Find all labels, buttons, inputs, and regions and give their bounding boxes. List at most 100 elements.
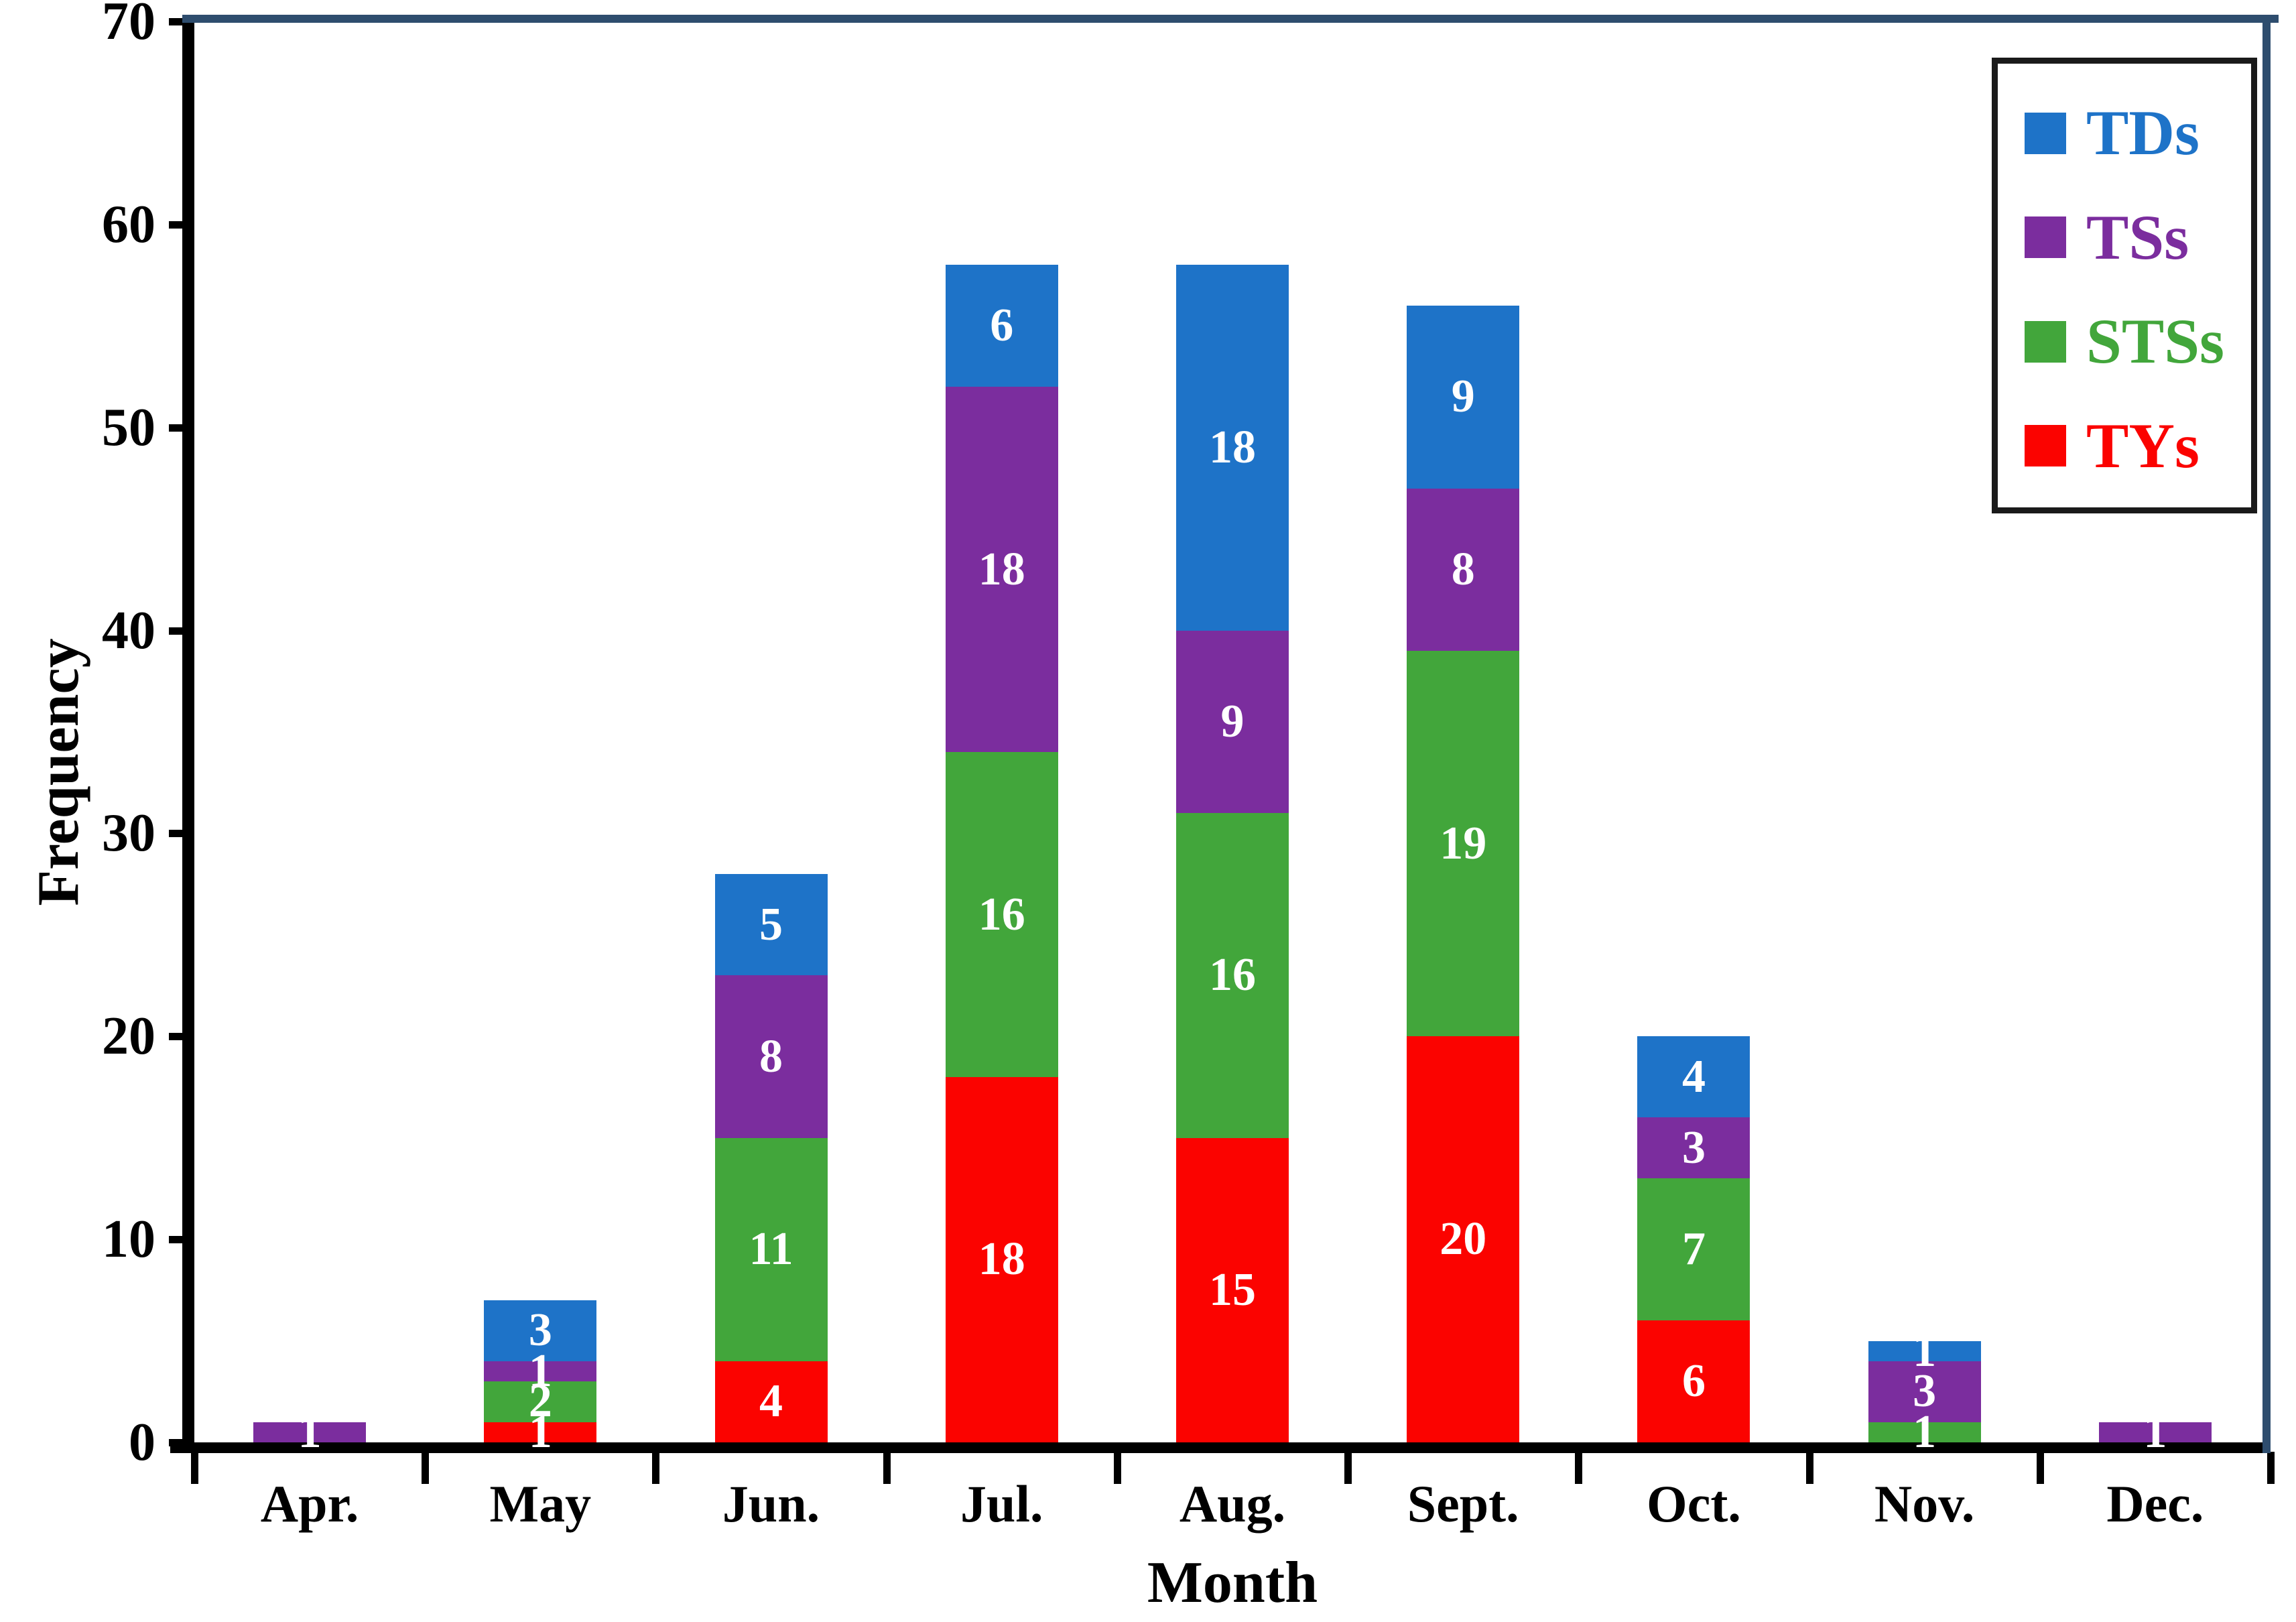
bar-value-label: 6 [990, 300, 1014, 352]
bar-value-label: 3 [1681, 1121, 1706, 1174]
y-tick-label-30: 30 [102, 804, 155, 863]
bar-segment-TSs [1637, 1117, 1750, 1179]
bar-value-label: 9 [1220, 695, 1245, 747]
bar-value-label: 1 [1913, 1406, 1937, 1458]
bar-segment-TDs [1176, 265, 1289, 631]
bar-segment-TSs [1868, 1361, 1981, 1422]
bar-segment-TSs [1176, 630, 1289, 814]
bar-segment-TSs [484, 1361, 597, 1382]
bar-value-label: 1 [528, 1345, 552, 1397]
y-axis-title: Frequency [26, 638, 91, 906]
plot-right-border [2262, 15, 2271, 1453]
bar-value-label: 18 [978, 543, 1025, 595]
legend-label: STSs [2086, 306, 2225, 377]
bar-segment-TSs [253, 1422, 367, 1442]
x-category-label: Dec. [2106, 1475, 2204, 1533]
bar-segment-TSs [714, 975, 828, 1138]
x-tick-8 [2036, 1452, 2044, 1484]
bar-value-label: 4 [759, 1375, 783, 1428]
x-category-label: May [489, 1475, 592, 1533]
bar-segment-TSs [2098, 1422, 2212, 1442]
y-tick-50 [169, 424, 194, 432]
bar-segment-TDs [1868, 1340, 1981, 1361]
bar-segment-TDs [1637, 1036, 1750, 1118]
legend: TDs TSs STSs TYs [1992, 58, 2257, 513]
x-tick-1 [422, 1452, 430, 1484]
bar-value-label: 8 [1451, 543, 1475, 595]
bar-segment-TDs [484, 1300, 597, 1361]
bar-value-label: 4 [1681, 1050, 1706, 1103]
bar-value-label: 7 [1681, 1223, 1706, 1275]
bar-value-label: 18 [1209, 422, 1256, 473]
bar-value-label: 18 [978, 1233, 1025, 1286]
x-category-label: Aug. [1179, 1475, 1286, 1533]
x-category-label: Jun. [722, 1475, 820, 1533]
legend-label: TYs [2086, 410, 2199, 481]
legend-item-TYs: TYs [2025, 414, 2251, 478]
bar-segment-STSs [945, 752, 1058, 1077]
y-tick-70 [169, 18, 194, 25]
bar-segment-TYs [1637, 1320, 1750, 1442]
bar-value-label: 1 [2143, 1406, 2167, 1458]
bar-segment-TYs [1176, 1137, 1289, 1442]
x-category-label: Oct. [1647, 1475, 1741, 1533]
bar-value-label: 1 [528, 1406, 552, 1458]
y-tick-label-20: 20 [102, 1007, 155, 1066]
x-category-label: Sept. [1407, 1475, 1519, 1533]
bar-segment-TSs [945, 387, 1058, 753]
y-tick-30 [169, 830, 194, 838]
bar-value-label: 3 [528, 1304, 552, 1357]
y-tick-label-10: 10 [102, 1210, 155, 1269]
bar-segment-STSs [1637, 1178, 1750, 1321]
bar-value-label: 11 [749, 1223, 793, 1275]
y-tick-label-50: 50 [102, 397, 155, 457]
legend-swatch-icon [2025, 216, 2066, 259]
bar-segment-TDs [714, 874, 828, 976]
x-category-label: Nov. [1874, 1475, 1975, 1533]
bar-value-label: 1 [1913, 1324, 1937, 1377]
y-axis-line [182, 16, 194, 1453]
x-tick-4 [1113, 1452, 1121, 1484]
bar-value-label: 1 [298, 1406, 322, 1458]
bar-value-label: 2 [528, 1375, 552, 1428]
y-tick-label-60: 60 [102, 194, 155, 254]
bar-segment-STSs [1868, 1422, 1981, 1442]
y-tick-label-40: 40 [102, 601, 155, 660]
y-tick-0 [169, 1439, 194, 1446]
bar-segment-TSs [1407, 488, 1520, 651]
y-tick-label-0: 0 [129, 1413, 155, 1472]
plot-top-border [182, 15, 2279, 23]
bar-segment-TDs [1407, 306, 1520, 489]
bar-segment-STSs [1176, 813, 1289, 1138]
bar-value-label: 16 [1209, 949, 1256, 1001]
bar-segment-STSs [714, 1137, 828, 1361]
bar-value-label: 15 [1209, 1263, 1256, 1316]
x-tick-0 [191, 1452, 198, 1484]
bar-segment-STSs [1407, 650, 1520, 1037]
legend-item-TSs: TSs [2025, 201, 2251, 273]
legend-item-TDs: TDs [2025, 101, 2251, 165]
legend-swatch-icon [2025, 425, 2066, 467]
x-category-label: Apr. [260, 1475, 359, 1533]
bar-value-label: 5 [759, 898, 783, 950]
bar-value-label: 6 [1681, 1355, 1706, 1408]
x-tick-3 [883, 1452, 891, 1484]
y-tick-60 [169, 221, 194, 229]
bar-value-label: 16 [978, 888, 1025, 940]
x-axis-line [170, 1442, 2271, 1453]
bar-segment-TYs [484, 1422, 597, 1442]
legend-label: TSs [2086, 201, 2189, 273]
y-tick-label-70: 70 [102, 0, 155, 51]
legend-item-STSs: STSs [2025, 310, 2251, 373]
bar-segment-TDs [945, 265, 1058, 387]
bar-segment-STSs [484, 1381, 597, 1422]
x-category-label: Jul. [960, 1475, 1043, 1533]
legend-label: TDs [2086, 97, 2199, 169]
x-axis-title: Month [1147, 1550, 1318, 1615]
legend-swatch-icon [2025, 320, 2066, 363]
x-tick-9 [2267, 1452, 2275, 1484]
bar-value-label: 9 [1451, 371, 1475, 423]
y-tick-20 [169, 1033, 194, 1041]
x-tick-7 [1805, 1452, 1813, 1484]
